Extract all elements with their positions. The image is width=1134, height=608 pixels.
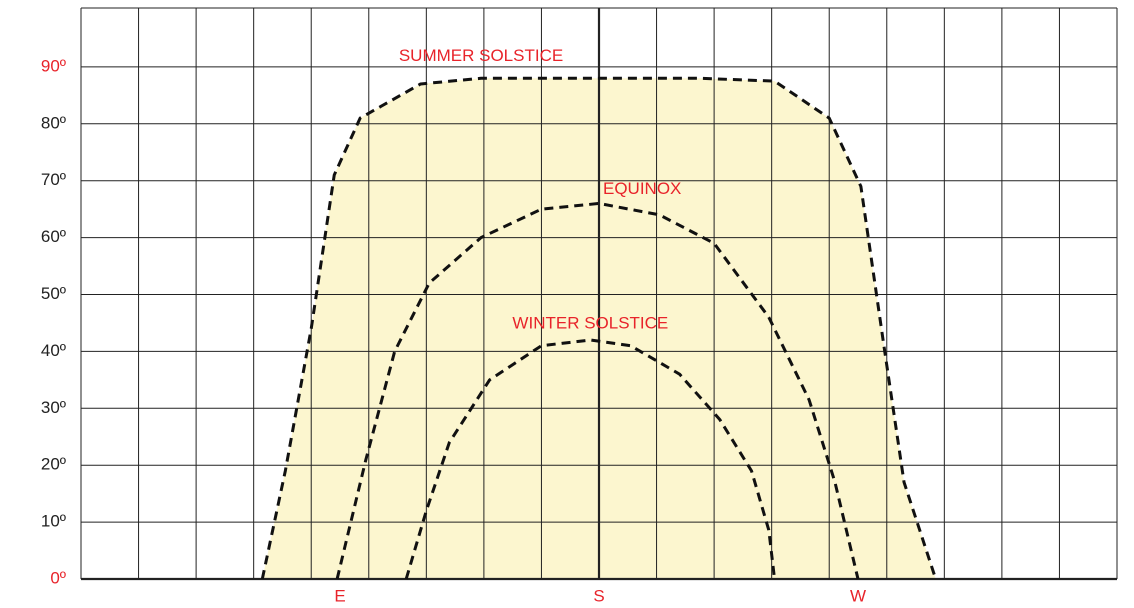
- y-tick-label: 20º: [41, 455, 66, 474]
- y-tick-label: 50º: [41, 284, 66, 303]
- x-tick-label: W: [850, 586, 866, 605]
- series-label: WINTER SOLSTICE: [512, 314, 668, 333]
- y-tick-label: 0º: [50, 568, 66, 587]
- y-tick-label: 70º: [41, 170, 66, 189]
- series-label: EQUINOX: [603, 179, 681, 198]
- y-tick-label: 40º: [41, 341, 66, 360]
- x-tick-label: S: [593, 586, 604, 605]
- sun-path-line: [260, 76, 938, 580]
- series-label: SUMMER SOLSTICE: [399, 46, 563, 65]
- y-tick-label: 60º: [41, 227, 66, 246]
- sun-path-line: [404, 338, 777, 580]
- y-tick-label: 30º: [41, 398, 66, 417]
- x-tick-label: E: [334, 586, 345, 605]
- y-tick-label: 10º: [41, 512, 66, 531]
- y-tick-label: 80º: [41, 113, 66, 132]
- sun-path-line: [335, 201, 860, 580]
- y-tick-label: 90º: [41, 56, 66, 75]
